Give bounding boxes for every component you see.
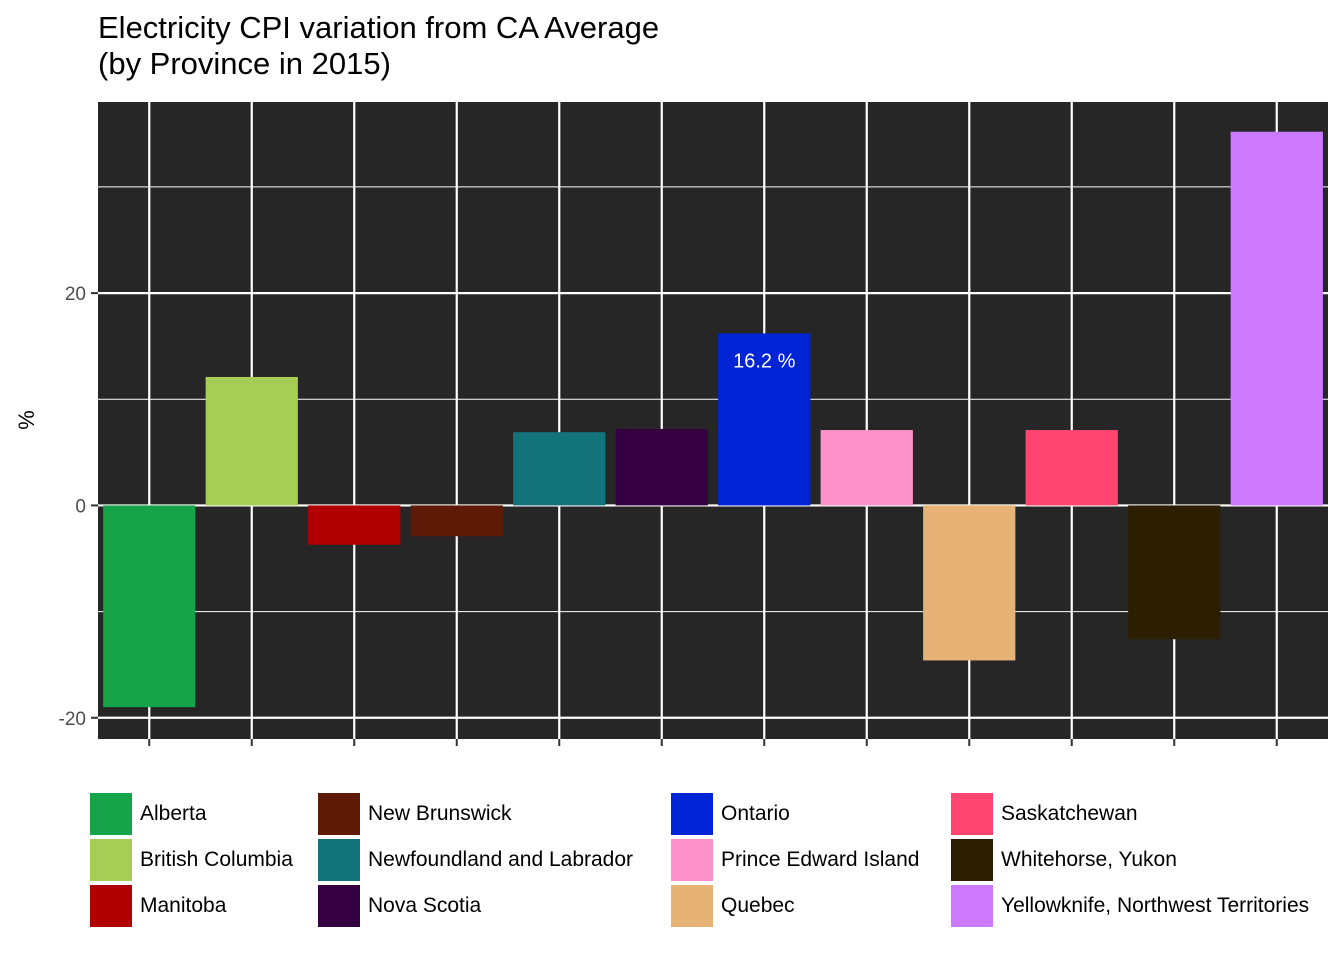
legend-key <box>951 839 993 881</box>
legend-key <box>318 885 360 927</box>
legend-label: New Brunswick <box>368 802 512 825</box>
y-tick-label: 20 <box>65 284 86 305</box>
legend-key <box>90 885 132 927</box>
legend-key <box>318 839 360 881</box>
grid-minor <box>98 186 1328 613</box>
bar-saskatchewan <box>1025 430 1118 506</box>
legend-item: Quebec <box>671 884 795 928</box>
legend-key <box>671 793 713 835</box>
legend-item: Manitoba <box>90 884 226 928</box>
legend-key <box>90 839 132 881</box>
legend-label: Nova Scotia <box>368 894 482 917</box>
legend-item: Prince Edward Island <box>671 838 919 882</box>
bar-whitehorse-yukon <box>1128 505 1221 640</box>
legend-key <box>671 885 713 927</box>
legend-label: Saskatchewan <box>1001 802 1138 825</box>
legend-label: Alberta <box>140 802 207 825</box>
legend-label: British Columbia <box>140 848 293 871</box>
data-label: 16.2 % <box>733 350 795 372</box>
plot-panel <box>98 102 1328 739</box>
legend-key <box>671 839 713 881</box>
y-tick-label: 0 <box>75 496 86 517</box>
bar-yellowknife-northwest-territories <box>1230 131 1323 506</box>
y-axis: -20 0 20 <box>59 284 98 730</box>
legend-label: Prince Edward Island <box>721 848 920 871</box>
bar-alberta <box>103 505 196 708</box>
y-tick-label: -20 <box>59 709 86 730</box>
legend-item: British Columbia <box>90 838 293 882</box>
chart-title: Electricity CPI variation from CA Averag… <box>98 10 660 81</box>
bar-british-columbia <box>205 376 298 506</box>
legend-label: Whitehorse, Yukon <box>1001 848 1177 871</box>
bar-quebec <box>923 505 1016 661</box>
legend-key <box>951 793 993 835</box>
legend-label: Yellowknife, Northwest Territories <box>1001 894 1310 917</box>
bar-manitoba <box>308 505 401 545</box>
legend-item: Whitehorse, Yukon <box>951 838 1177 882</box>
y-axis-label: % <box>14 410 39 430</box>
bar-nova-scotia <box>615 428 708 506</box>
legend-label: Newfoundland and Labrador <box>368 848 634 871</box>
legend-item: New Brunswick <box>318 792 512 836</box>
legend-key <box>951 885 993 927</box>
legend-label: Ontario <box>721 802 790 825</box>
bar-new-brunswick <box>410 505 503 537</box>
legend-key <box>90 793 132 835</box>
legend-label: Quebec <box>721 894 795 917</box>
legend-item: Ontario <box>671 792 790 836</box>
bar-prince-edward-island <box>820 430 913 506</box>
legend-key <box>318 793 360 835</box>
legend-item: Yellowknife, Northwest Territories <box>951 884 1309 928</box>
bar-newfoundland-and-labrador <box>513 432 606 506</box>
legend-item: Newfoundland and Labrador <box>318 838 633 882</box>
legend-item: Nova Scotia <box>318 884 481 928</box>
bars <box>103 131 1323 708</box>
annotations: 16.2 % <box>733 350 795 372</box>
legend-item: Alberta <box>90 792 207 836</box>
bar-ontario <box>718 333 811 506</box>
legend-item: Saskatchewan <box>951 792 1138 836</box>
legend-label: Manitoba <box>140 894 227 917</box>
x-axis <box>148 739 1278 746</box>
legend: Alberta British Columbia Manitoba New Bruns… <box>90 792 1344 932</box>
